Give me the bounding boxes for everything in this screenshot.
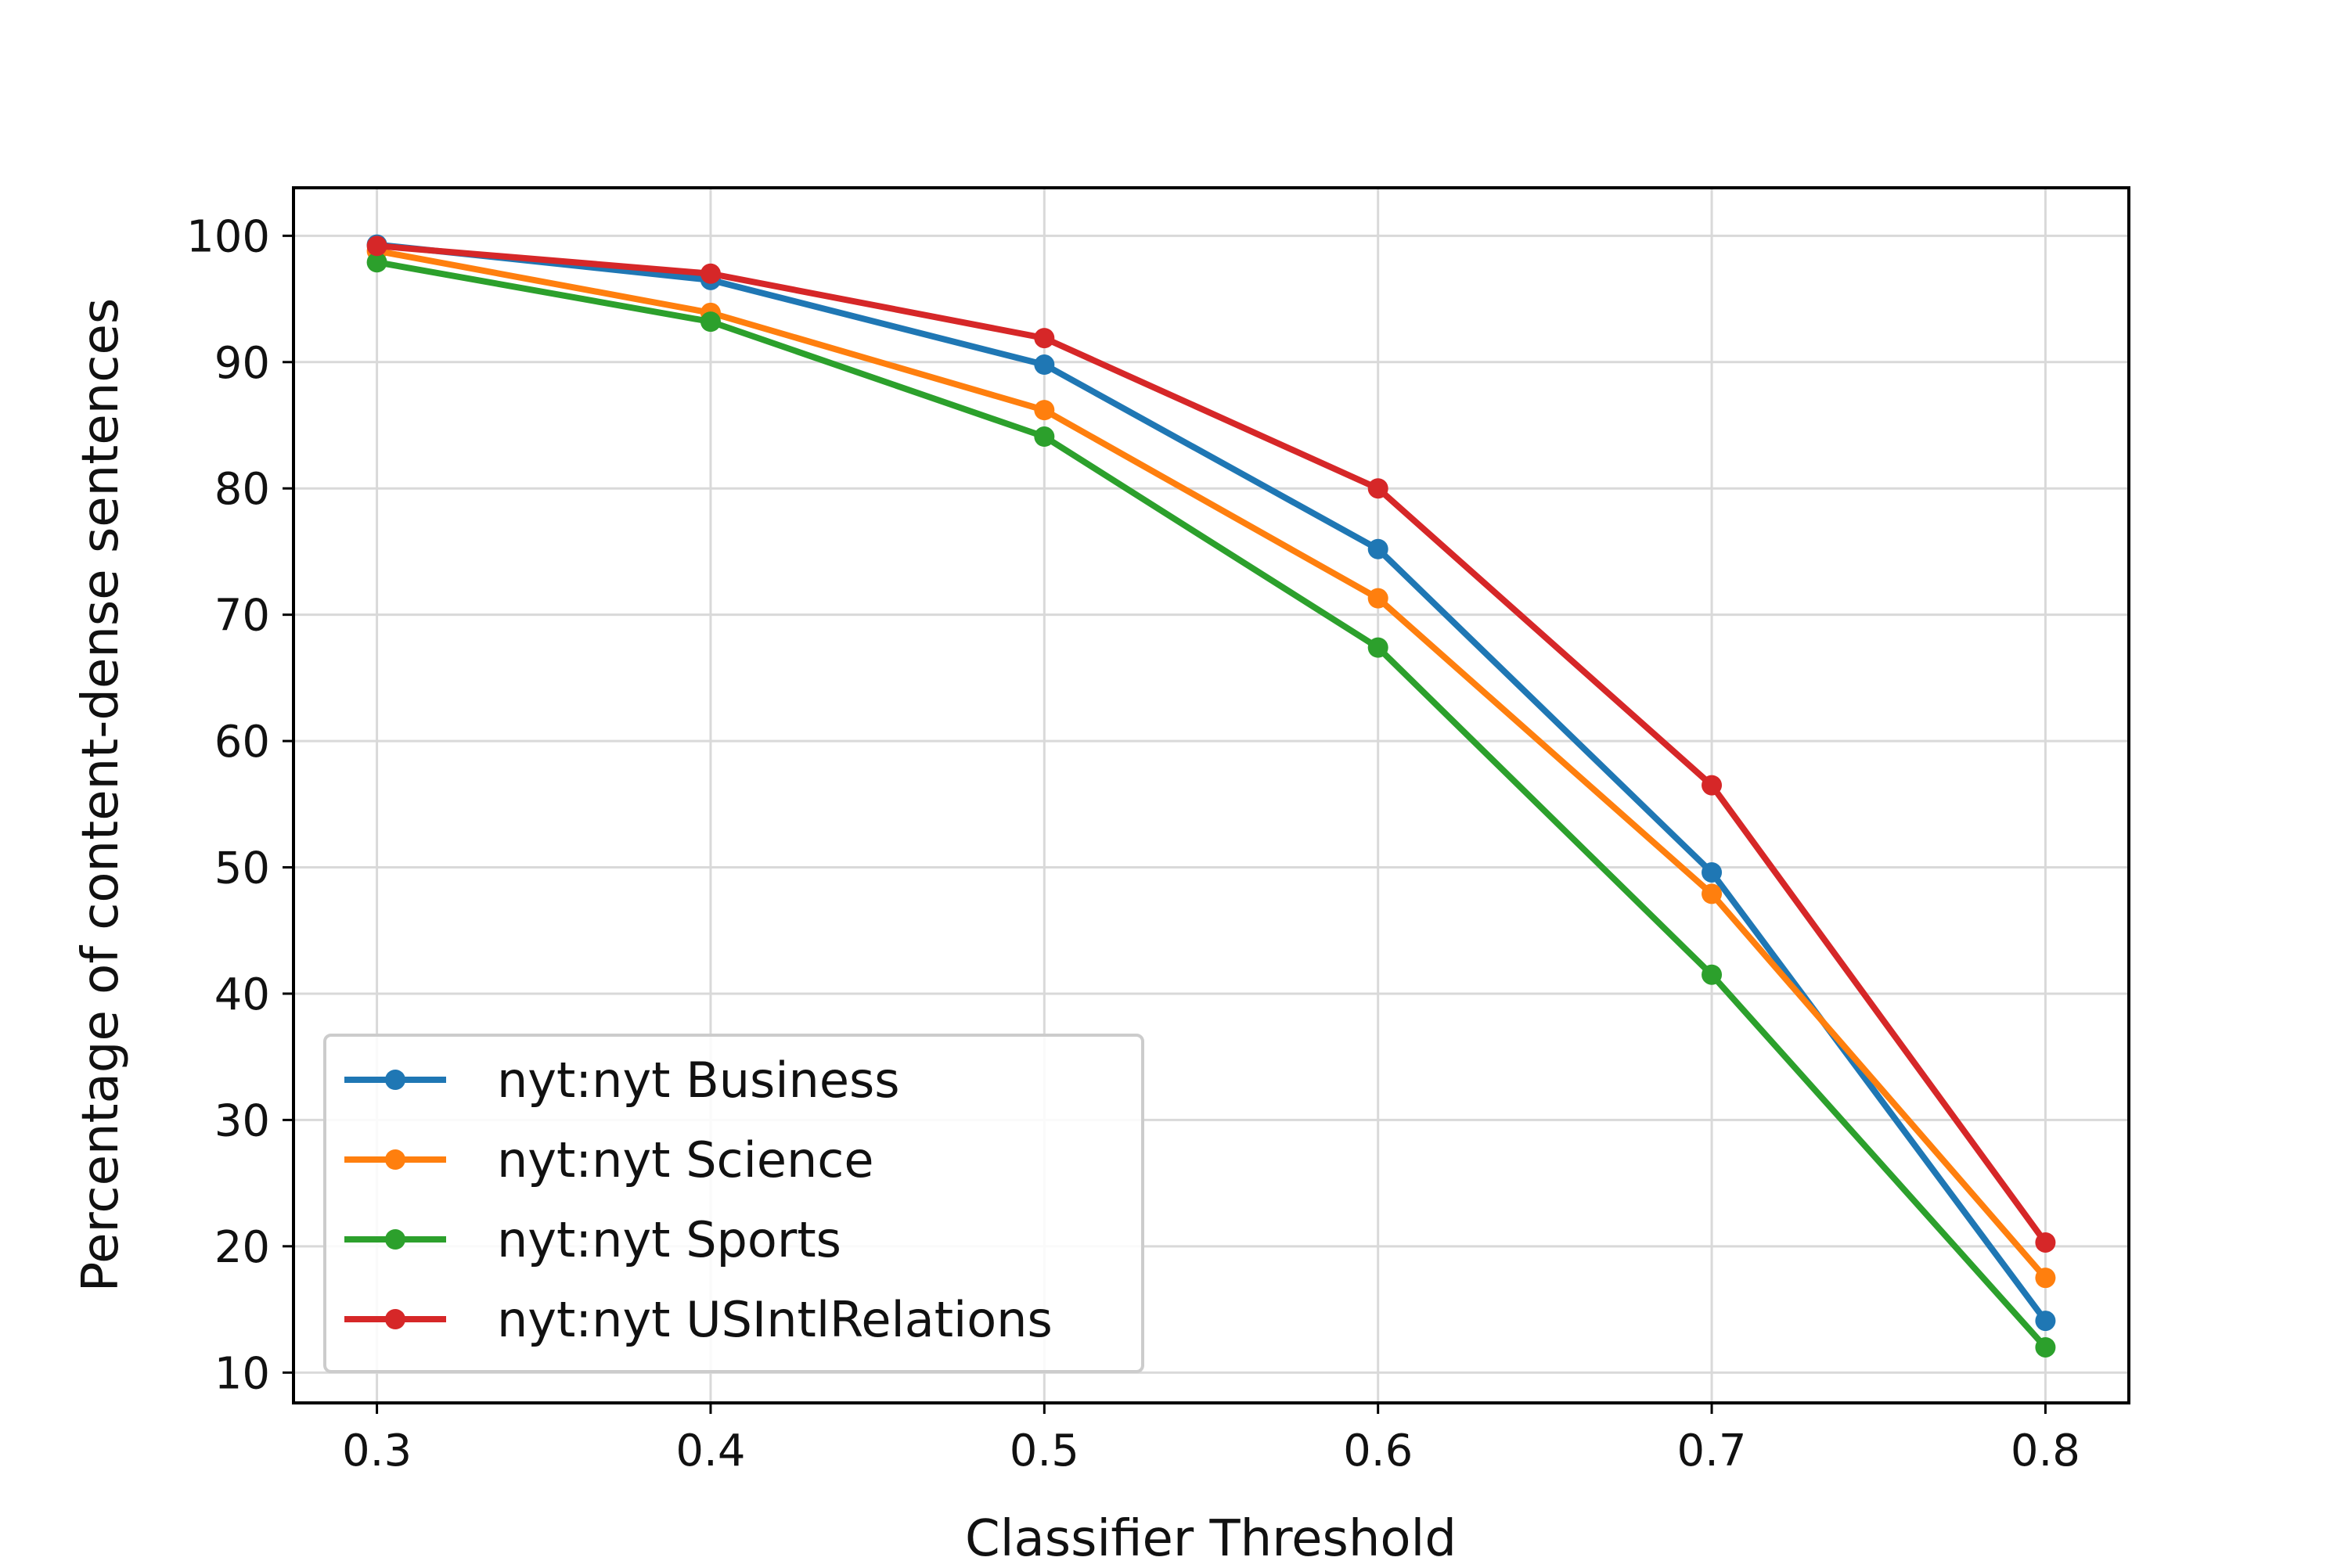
series-line <box>373 241 2051 1325</box>
axis-ticks: 0.3 0.4 0.5 0.6 0.7 0.8 10 20 30 40 50 60 70 80 90 100 <box>186 211 2080 1476</box>
data-point <box>700 311 721 333</box>
data-point <box>2035 1336 2056 1358</box>
plot-frame <box>292 186 2130 1404</box>
data-point <box>2035 1232 2056 1253</box>
legend: nyt:nyt Business nyt:nyt Science nyt:nyt S… <box>323 1034 1144 1373</box>
data-point <box>1034 354 1055 376</box>
series-3 <box>366 236 2056 1253</box>
legend-swatch-marker <box>385 1070 405 1090</box>
y-tick-label: 20 <box>214 1222 270 1273</box>
x-tick-label: 0.8 <box>2011 1426 2080 1476</box>
y-tick-label: 60 <box>214 717 270 768</box>
y-tick-label: 100 <box>186 211 270 262</box>
legend-label: nyt:nyt Sports <box>497 1211 841 1268</box>
legend-item: nyt:nyt USIntlRelations <box>344 1291 1053 1348</box>
data-point <box>2035 1311 2056 1332</box>
legend-swatch-marker <box>385 1309 405 1329</box>
y-tick-label: 90 <box>214 338 270 389</box>
series-lines <box>366 234 2056 1358</box>
data-point <box>366 252 387 273</box>
legend-label: nyt:nyt Business <box>497 1052 900 1109</box>
legend-label: nyt:nyt Science <box>497 1131 874 1189</box>
y-tick-label: 70 <box>214 591 270 642</box>
data-point <box>1034 328 1055 349</box>
legend-item: nyt:nyt Science <box>344 1131 874 1189</box>
data-point <box>2035 1268 2056 1289</box>
y-axis-label: Percentage of content-dense sentences <box>72 298 130 1292</box>
y-tick-label: 50 <box>214 843 270 894</box>
data-point <box>1034 400 1055 421</box>
series-line <box>373 242 2050 1247</box>
data-point <box>1367 538 1388 559</box>
x-tick-label: 0.4 <box>675 1426 745 1476</box>
y-tick-label: 80 <box>214 464 270 515</box>
y-tick-label: 40 <box>214 969 270 1020</box>
data-point <box>1702 883 1723 904</box>
x-tick-label: 0.3 <box>342 1426 412 1476</box>
data-point <box>1702 775 1723 796</box>
data-point <box>1367 478 1388 499</box>
data-point <box>366 236 387 257</box>
legend-swatch-marker <box>385 1149 405 1170</box>
x-tick-label: 0.5 <box>1010 1426 1079 1476</box>
y-tick-label: 10 <box>214 1348 270 1399</box>
x-axis-label: Classifier Threshold <box>965 1510 1457 1565</box>
data-point <box>1702 964 1723 985</box>
series-line <box>373 247 2051 1282</box>
legend-item: nyt:nyt Business <box>344 1052 900 1109</box>
legend-swatch-marker <box>385 1229 405 1250</box>
data-point <box>1367 637 1388 658</box>
legend-box <box>323 1034 1144 1373</box>
legend-label: nyt:nyt USIntlRelations <box>497 1291 1053 1348</box>
series-2 <box>366 252 2056 1358</box>
x-tick-label: 0.7 <box>1677 1426 1747 1476</box>
data-point <box>700 263 721 284</box>
series-line <box>373 258 2051 1352</box>
x-tick-label: 0.6 <box>1343 1426 1413 1476</box>
y-tick-label: 30 <box>214 1095 270 1146</box>
legend-item: nyt:nyt Sports <box>344 1211 841 1268</box>
data-point <box>1367 588 1388 609</box>
data-point <box>1034 426 1055 448</box>
data-point <box>1702 861 1723 883</box>
